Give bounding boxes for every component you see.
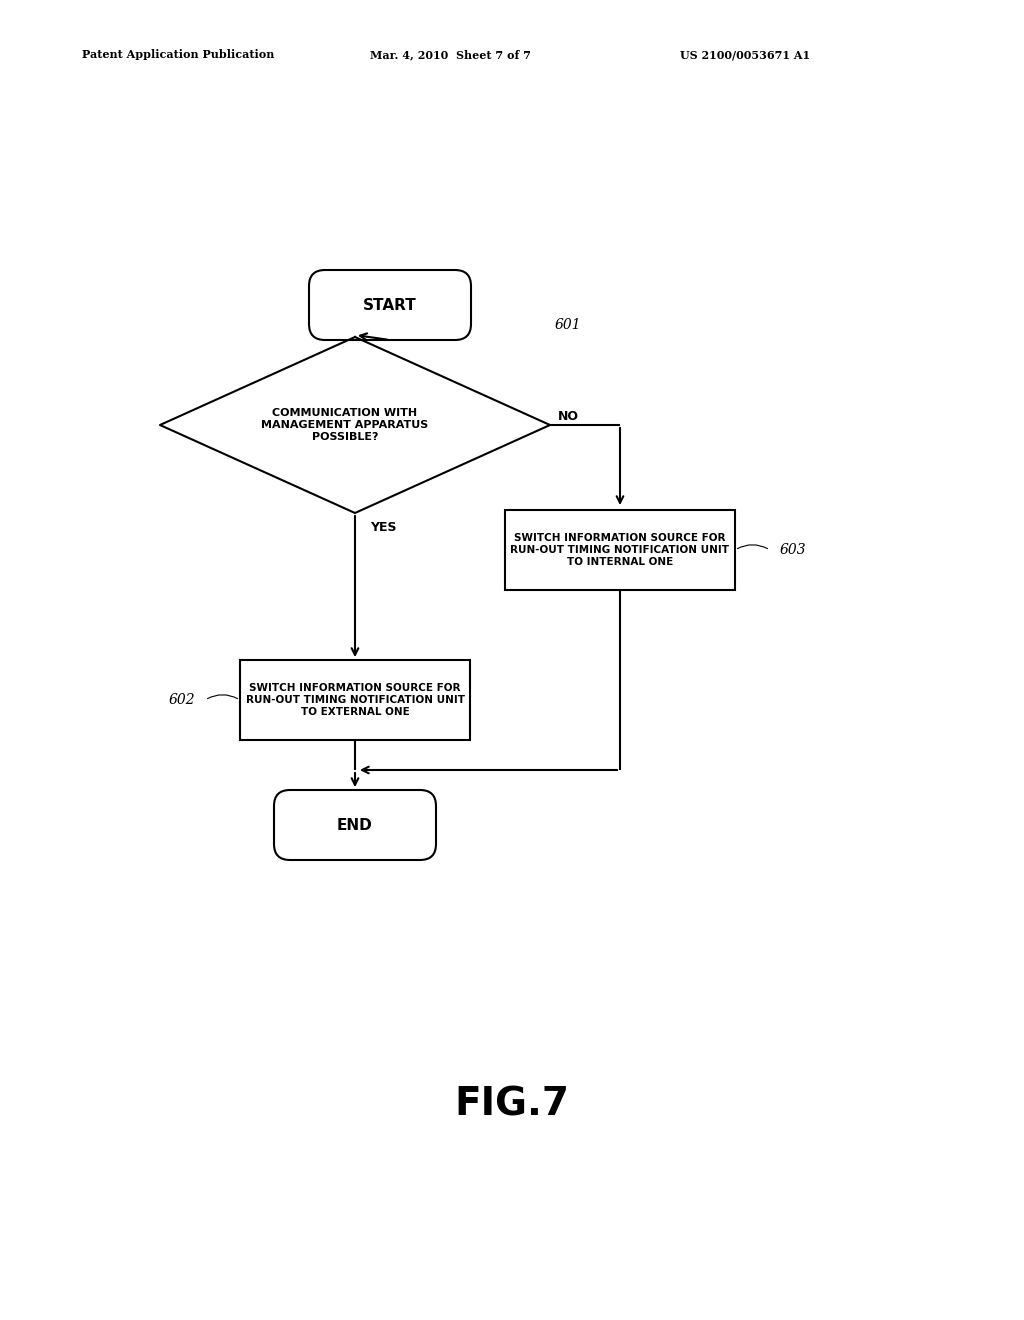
Polygon shape [160,337,550,513]
Text: 603: 603 [780,543,807,557]
Text: 602: 602 [168,693,195,708]
Bar [505,510,735,590]
Text: START: START [364,297,417,313]
Text: SWITCH INFORMATION SOURCE FOR
RUN-OUT TIMING NOTIFICATION UNIT
TO INTERNAL ONE: SWITCH INFORMATION SOURCE FOR RUN-OUT TI… [511,533,729,566]
Bar [240,660,470,741]
Text: 601: 601 [555,318,582,333]
FancyBboxPatch shape [309,271,471,341]
Text: COMMUNICATION WITH
MANAGEMENT APPARATUS
POSSIBLE?: COMMUNICATION WITH MANAGEMENT APPARATUS … [261,408,429,442]
Text: FIG.7: FIG.7 [455,1086,569,1125]
Text: NO: NO [558,411,579,424]
Text: YES: YES [370,521,396,535]
Text: SWITCH INFORMATION SOURCE FOR
RUN-OUT TIMING NOTIFICATION UNIT
TO EXTERNAL ONE: SWITCH INFORMATION SOURCE FOR RUN-OUT TI… [246,684,465,717]
FancyBboxPatch shape [274,789,436,861]
Text: US 2100/0053671 A1: US 2100/0053671 A1 [680,49,810,61]
Text: Patent Application Publication: Patent Application Publication [82,49,274,61]
Text: Mar. 4, 2010  Sheet 7 of 7: Mar. 4, 2010 Sheet 7 of 7 [370,49,530,61]
Text: END: END [337,817,373,833]
